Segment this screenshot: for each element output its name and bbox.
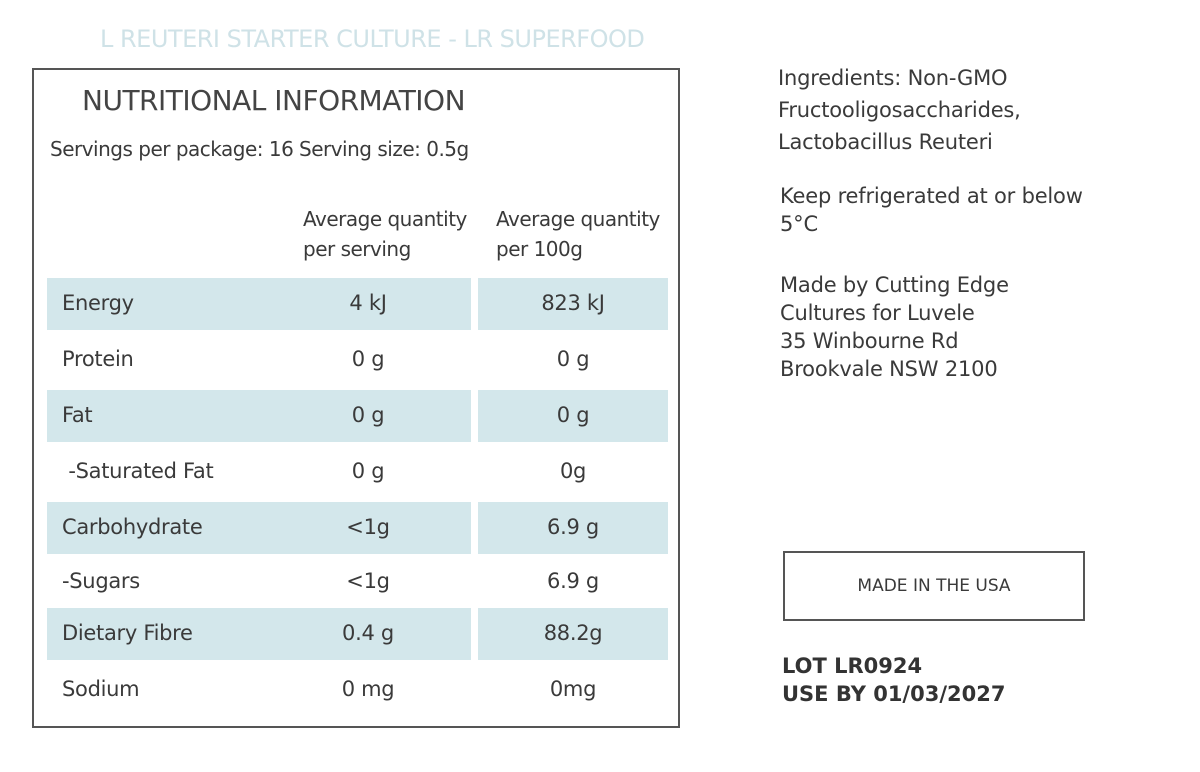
servings-per-package: Servings per package: 16 bbox=[50, 137, 294, 161]
nutrient-name: Fat bbox=[62, 403, 93, 427]
row-shade bbox=[47, 608, 471, 660]
per-serving-value: 0.4 g bbox=[342, 621, 394, 645]
per-serving-value: 0 g bbox=[351, 347, 385, 371]
ingredients-line: Lactobacillus Reuteri bbox=[778, 130, 993, 154]
row-shade bbox=[47, 502, 471, 554]
origin: MADE IN THE USA bbox=[857, 575, 1011, 596]
ingredients-line: Fructooligosaccharides, bbox=[778, 98, 1021, 122]
column-header: per 100g bbox=[496, 237, 583, 261]
per-serving-value: <1g bbox=[346, 515, 390, 539]
lot: LOT LR0924 bbox=[782, 654, 923, 678]
column-header: Average quantity bbox=[496, 207, 660, 231]
nutrient-name: Protein bbox=[62, 347, 134, 371]
per-100g-value: 88.2g bbox=[543, 621, 603, 645]
per-serving-value: 0 g bbox=[351, 459, 385, 483]
column-header: Average quantity bbox=[303, 207, 467, 231]
nutrient-name: Carbohydrate bbox=[62, 515, 203, 539]
per-serving-value: <1g bbox=[346, 569, 390, 593]
product-title: L REUTERI STARTER CULTURE - LR SUPERFOOD bbox=[100, 25, 645, 53]
per-100g-value: 6.9 g bbox=[547, 515, 599, 539]
panel-heading: NUTRITIONAL INFORMATION bbox=[82, 84, 466, 117]
per-100g-value: 6.9 g bbox=[547, 569, 599, 593]
storage-line: 5°C bbox=[780, 212, 818, 236]
nutrient-name: Energy bbox=[62, 291, 134, 315]
per-100g-value: 0mg bbox=[549, 677, 597, 701]
row-shade bbox=[478, 608, 668, 660]
column-header: per serving bbox=[303, 237, 411, 261]
row-shade bbox=[478, 502, 668, 554]
maker-line: Made by Cutting Edge bbox=[780, 273, 1009, 297]
row-shade bbox=[478, 278, 668, 330]
use-by: USE BY 01/03/2027 bbox=[782, 682, 1006, 706]
per-serving-value: 0 g bbox=[351, 403, 385, 427]
serving-size: Serving size: 0.5g bbox=[299, 137, 469, 161]
maker-line: Cultures for Luvele bbox=[780, 301, 975, 325]
storage-line: Keep refrigerated at or below bbox=[780, 184, 1083, 208]
row-shade bbox=[478, 390, 668, 442]
per-100g-value: 0 g bbox=[556, 403, 590, 427]
nutrient-name: Sodium bbox=[62, 677, 140, 701]
ingredients-line: Ingredients: Non-GMO bbox=[778, 66, 1008, 90]
maker-line: 35 Winbourne Rd bbox=[780, 329, 959, 353]
nutrient-name: Dietary Fibre bbox=[62, 621, 193, 645]
maker-line: Brookvale NSW 2100 bbox=[780, 357, 998, 381]
row-shade bbox=[47, 390, 471, 442]
per-100g-value: 0 g bbox=[556, 347, 590, 371]
per-serving-value: 0 mg bbox=[341, 677, 395, 701]
per-100g-value: 823 kJ bbox=[541, 291, 605, 315]
nutrition-panel bbox=[32, 68, 680, 728]
per-serving-value: 4 kJ bbox=[349, 291, 387, 315]
nutrient-name: -Sugars bbox=[62, 569, 140, 593]
per-100g-value: 0g bbox=[559, 459, 587, 483]
origin-box: MADE IN THE USA bbox=[783, 551, 1085, 621]
nutrient-name: -Saturated Fat bbox=[62, 459, 214, 483]
row-shade bbox=[47, 278, 471, 330]
